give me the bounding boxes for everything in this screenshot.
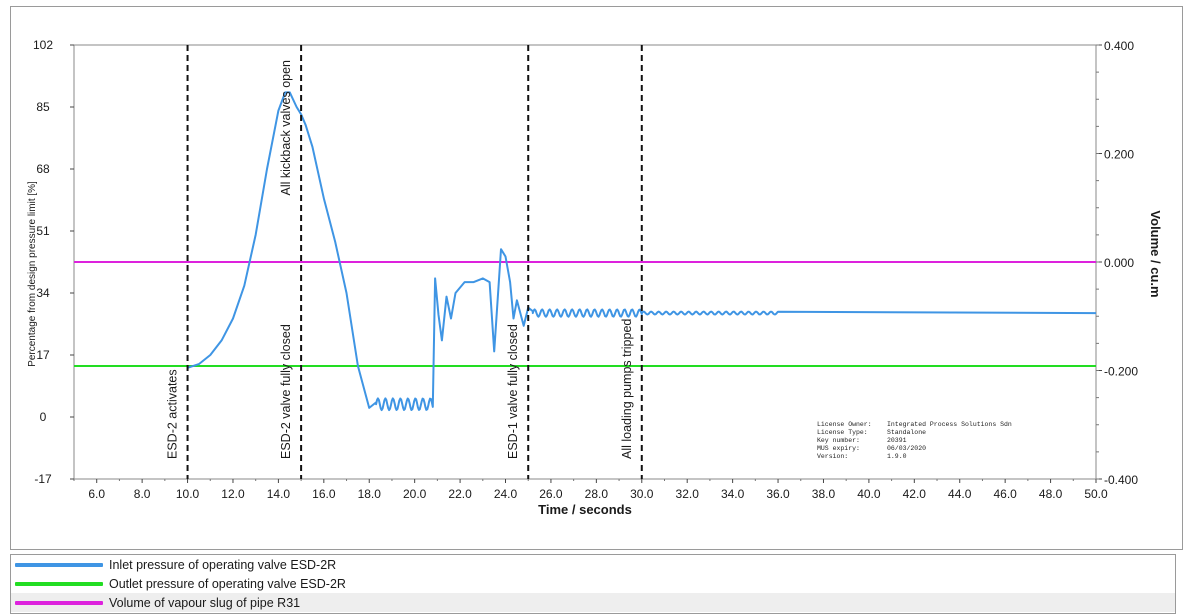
event-label-0: ESD-2 activates xyxy=(166,369,180,459)
legend-swatch-volume xyxy=(15,600,103,605)
event-label-3: ESD-1 valve fully closed xyxy=(506,324,520,459)
license-value-4: 1.9.0 xyxy=(887,453,907,460)
series-inlet-pressure-line xyxy=(187,91,1097,412)
chart-frame: 6.0 8.0 10.0 12.0 14.0 16.0 18.0 20.0 22.0 24.0 26… xyxy=(10,6,1183,550)
x-tick-label-19: 44.0 xyxy=(948,487,972,501)
license-key-0: License Owner: xyxy=(817,421,872,428)
x-tick-label-17: 40.0 xyxy=(857,487,881,501)
x-tick-label-2: 10.0 xyxy=(176,487,200,501)
x-tick-label-5: 16.0 xyxy=(312,487,336,501)
y-right-axis-title: Volume / cu.m xyxy=(1148,210,1163,297)
event-label-4: All loading pumps tripped xyxy=(620,319,634,459)
y-right-tick-label-2: 0.000 xyxy=(1104,256,1134,270)
y-left-tick-label-0: 102 xyxy=(33,38,53,52)
x-tick-label-8: 22.0 xyxy=(448,487,472,501)
license-key-4: Version: xyxy=(817,453,848,460)
x-tick-label-4: 14.0 xyxy=(267,487,291,501)
y-right-tick-label-3: -0.200 xyxy=(1104,365,1138,379)
license-key-1: License Type: xyxy=(817,429,868,436)
x-tick-label-11: 28.0 xyxy=(585,487,609,501)
x-tick-label-10: 26.0 xyxy=(539,487,563,501)
y-left-tick-label-4: 34 xyxy=(36,286,50,300)
y-right-tick-label-4: -0.400 xyxy=(1104,473,1138,487)
license-value-3: 06/03/2020 xyxy=(887,445,926,452)
license-value-1: Standalone xyxy=(887,429,926,436)
license-key-3: MUS expiry: xyxy=(817,445,860,452)
y-left-tick-label-5: 17 xyxy=(36,348,50,362)
license-key-2: Key number: xyxy=(817,437,860,444)
x-tick-label-14: 34.0 xyxy=(721,487,745,501)
legend-label-volume: Volume of vapour slug of pipe R31 xyxy=(109,595,301,610)
x-axis-title: Time / seconds xyxy=(538,502,632,517)
plot-area: 6.0 8.0 10.0 12.0 14.0 16.0 18.0 20.0 22.0 24.0 26… xyxy=(27,38,1163,517)
legend-label-inlet: Inlet pressure of operating valve ESD-2R xyxy=(109,557,337,572)
chart-svg: 6.0 8.0 10.0 12.0 14.0 16.0 18.0 20.0 22.0 24.0 26… xyxy=(27,38,1163,517)
x-tick-label-20: 46.0 xyxy=(993,487,1017,501)
x-tick-label-16: 38.0 xyxy=(812,487,836,501)
x-tick-label-13: 32.0 xyxy=(676,487,700,501)
x-tick-label-22: 50.0 xyxy=(1084,487,1108,501)
x-tick-label-7: 20.0 xyxy=(403,487,427,501)
legend-label-outlet: Outlet pressure of operating valve ESD-2… xyxy=(109,576,346,591)
y-right-tick-label-0: 0.400 xyxy=(1104,39,1134,53)
x-tick-label-1: 8.0 xyxy=(134,487,151,501)
x-tick-label-18: 42.0 xyxy=(903,487,927,501)
y-left-tick-label-1: 85 xyxy=(36,100,50,114)
event-label-1: ESD-2 valve fully closed xyxy=(279,324,293,459)
y-left-tick-label-6: 0 xyxy=(40,410,47,424)
x-tick-label-15: 36.0 xyxy=(766,487,790,501)
y-left-tick-label-3: 51 xyxy=(36,224,50,238)
legend-item-volume[interactable]: Volume of vapour slug of pipe R31 xyxy=(11,593,1175,612)
x-tick-label-3: 12.0 xyxy=(221,487,245,501)
legend: Inlet pressure of operating valve ESD-2R… xyxy=(10,554,1176,614)
x-tick-label-6: 18.0 xyxy=(358,487,382,501)
license-value-2: 20391 xyxy=(887,437,907,444)
legend-item-inlet[interactable]: Inlet pressure of operating valve ESD-2R xyxy=(11,555,1175,574)
y-left-tick-label-7: -17 xyxy=(34,472,52,486)
legend-item-outlet[interactable]: Outlet pressure of operating valve ESD-2… xyxy=(11,574,1175,593)
legend-swatch-inlet xyxy=(15,562,103,567)
y-left-axis-title: Percentage from design pressure limit [%… xyxy=(27,181,38,367)
y-right-tick-label-1: 0.200 xyxy=(1104,148,1134,162)
license-value-0: Integrated Process Solutions Sdn xyxy=(887,421,1012,428)
x-tick-label-0: 6.0 xyxy=(88,487,105,501)
x-tick-label-21: 48.0 xyxy=(1039,487,1063,501)
x-tick-label-9: 24.0 xyxy=(494,487,518,501)
event-label-2: All kickback valves open xyxy=(279,60,293,196)
legend-swatch-outlet xyxy=(15,581,103,586)
y-left-tick-label-2: 68 xyxy=(36,162,50,176)
x-tick-label-12: 30.0 xyxy=(630,487,654,501)
